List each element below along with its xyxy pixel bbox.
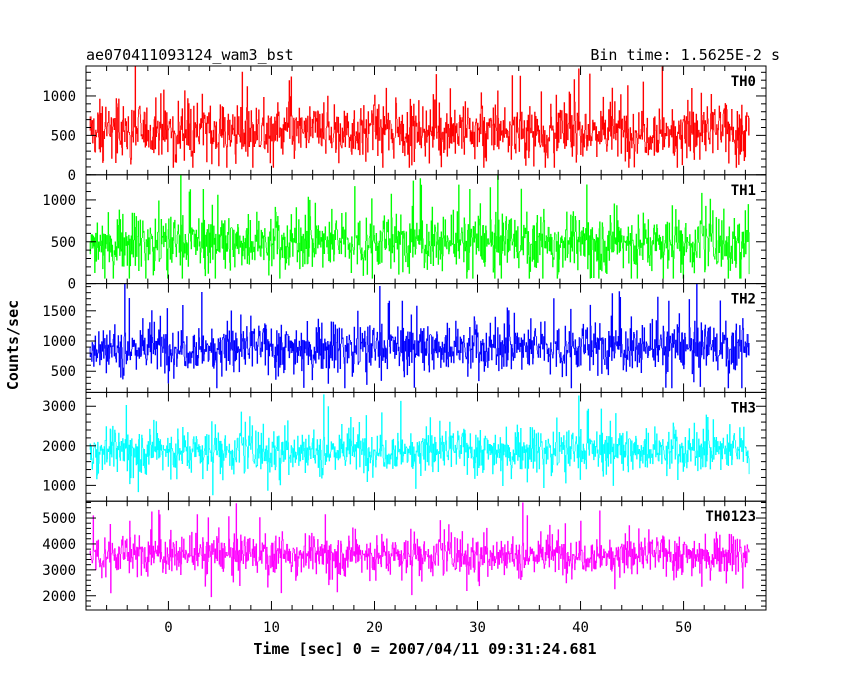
y-tick-label: 500 xyxy=(51,364,76,380)
y-tick-label: 0 xyxy=(68,277,76,293)
y-tick-label: 1000 xyxy=(42,478,76,494)
panel-label: TH0123 xyxy=(705,509,756,525)
x-tick-label: 0 xyxy=(164,620,172,636)
y-axis-label: Counts/sec xyxy=(4,300,22,390)
y-tick-label: 3000 xyxy=(42,399,76,415)
y-tick-label: 2000 xyxy=(42,439,76,455)
panel-th1: 0 500 1000 TH1 xyxy=(42,174,767,293)
panel-label: TH3 xyxy=(731,400,756,416)
x-tick-label: 20 xyxy=(366,620,383,636)
y-tick-label: 3000 xyxy=(42,563,76,579)
chart-title: ae070411093124_wam3_bst xyxy=(86,46,294,64)
y-tick-label: 1000 xyxy=(42,334,76,350)
y-tick-label: 1000 xyxy=(42,193,76,209)
panel-th0: 0 500 1000 TH0 xyxy=(42,65,767,184)
bin-time-label: Bin time: 1.5625E-2 s xyxy=(590,46,780,64)
series-th0123 xyxy=(89,502,750,598)
x-tick-label: 30 xyxy=(469,620,486,636)
y-tick-label: 2000 xyxy=(42,589,76,605)
y-tick-label: 4000 xyxy=(42,537,76,553)
panel-th2: 500 1000 1500 TH2 xyxy=(42,283,767,393)
x-tick-labels: 0 10 20 30 40 50 xyxy=(164,620,692,636)
y-tick-label: 5000 xyxy=(42,511,76,527)
series-th0 xyxy=(89,66,750,168)
y-tick-label: 500 xyxy=(51,128,76,144)
series-th3 xyxy=(89,394,750,496)
panel-th0123: 2000 3000 4000 5000 TH0123 xyxy=(42,500,767,611)
panel-frame xyxy=(85,500,767,611)
x-tick-label: 10 xyxy=(263,620,280,636)
y-tick-label: 500 xyxy=(51,235,76,251)
x-tick-label: 50 xyxy=(675,620,692,636)
panel-label: TH1 xyxy=(731,183,756,199)
y-tick-label: 0 xyxy=(68,168,76,184)
panel-th3: 1000 2000 3000 TH3 xyxy=(42,391,767,502)
y-tick-label: 1000 xyxy=(42,89,76,105)
x-tick-label: 40 xyxy=(572,620,589,636)
y-tick-label: 1500 xyxy=(42,304,76,320)
panel-label: TH2 xyxy=(731,292,756,308)
series-th2 xyxy=(89,283,750,389)
x-axis-label: Time [sec] 0 = 2007/04/11 09:31:24.681 xyxy=(253,640,596,658)
series-th1 xyxy=(89,174,750,279)
panels: 0 500 1000 TH0 0 500 1000 TH1 500 1000 1500 TH2 1000… xyxy=(42,65,767,611)
panel-label: TH0 xyxy=(731,74,756,90)
